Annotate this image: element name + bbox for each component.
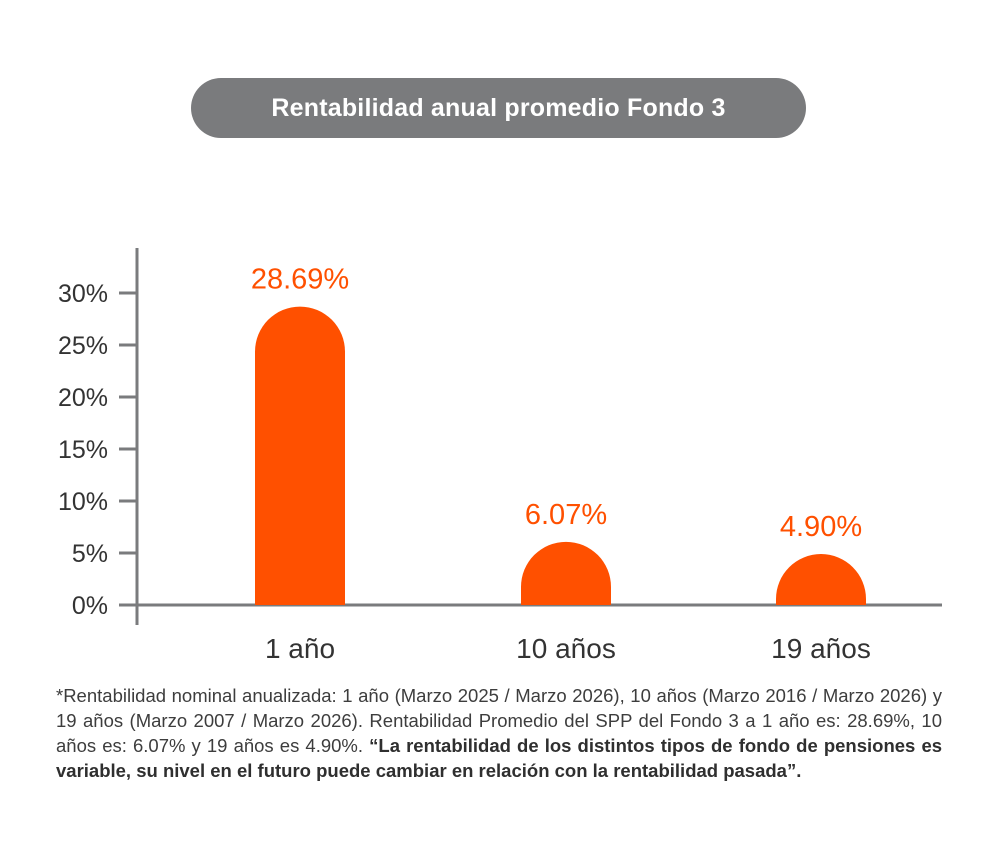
y-tick-label: 5% [72, 540, 108, 568]
y-tick-label: 25% [58, 332, 108, 360]
footnote-text: *Rentabilidad nominal anualizada: 1 año … [56, 685, 942, 756]
data-label: 4.90% [780, 511, 862, 543]
bar-1 [255, 306, 345, 605]
footnote-disclaimer: “La rentabilidad de los distintos tipos … [56, 735, 943, 781]
bar-2 [521, 541, 611, 605]
y-tick-label: 15% [58, 436, 108, 464]
data-label: 6.07% [525, 499, 607, 531]
x-tick-label: 19 años [771, 633, 871, 664]
y-tick-label: 10% [58, 488, 108, 516]
y-tick-label: 20% [58, 384, 108, 412]
y-tick-label: 0% [72, 592, 108, 620]
x-tick-label: 1 año [265, 633, 335, 664]
bar-3 [776, 554, 866, 605]
chart-title: Rentabilidad anual promedio Fondo 3 [191, 78, 806, 138]
y-tick-label: 30% [58, 280, 108, 308]
data-label: 28.69% [251, 264, 349, 296]
footnote: *Rentabilidad nominal anualizada: 1 año … [56, 683, 942, 783]
x-tick-label: 10 años [516, 633, 616, 664]
bar-chart: 0% 5% 10% 15% 20% 25% 30% 28.69% 1 año 6.07% 10 añ… [58, 248, 942, 664]
